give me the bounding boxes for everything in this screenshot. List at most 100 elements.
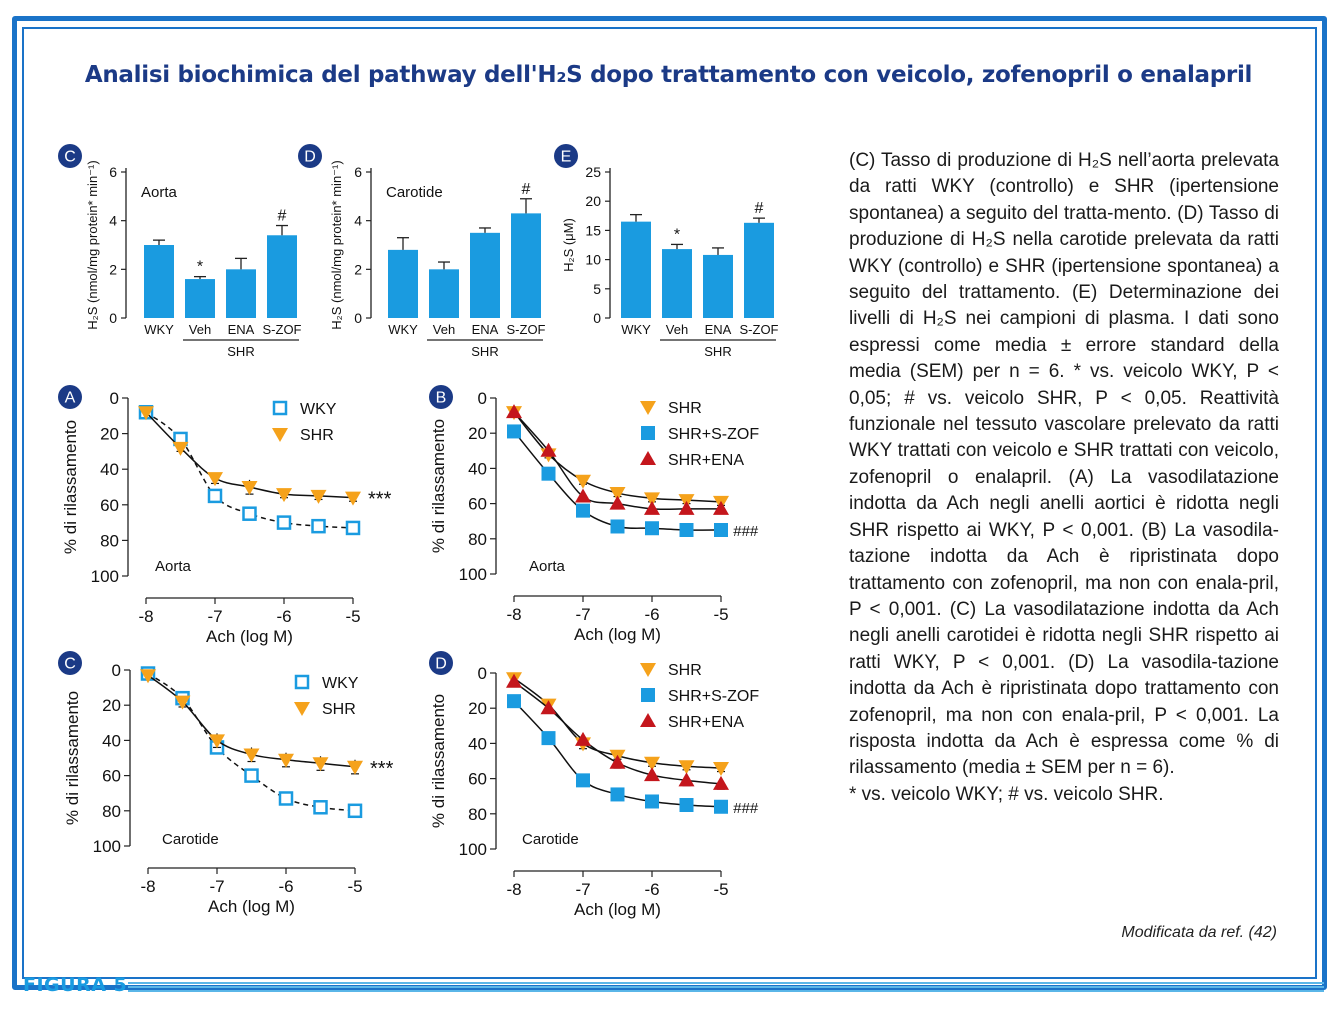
x-tick-label: -7 <box>575 605 590 624</box>
data-point <box>678 760 695 775</box>
bar-chart-C: 0 2 4 6 H₂S (nmol/mg protein* min⁻¹) Aorta WKY… <box>85 160 302 359</box>
legend-label: WKY <box>322 675 359 692</box>
data-point <box>242 506 257 521</box>
legend-label: SHR+S-ZOF <box>668 426 759 443</box>
data-point <box>576 503 590 518</box>
data-point <box>313 800 328 815</box>
x-tick-label: -7 <box>207 607 222 626</box>
x-tick-label: -8 <box>140 877 155 896</box>
legend-marker <box>640 451 656 465</box>
data-point <box>276 515 292 530</box>
y-axis-label: % di rilassamento <box>63 691 82 825</box>
bar <box>226 269 256 318</box>
data-point <box>610 519 625 534</box>
y-axis-label: H₂S (μM) <box>561 218 576 272</box>
figure-caption: (C) Tasso di produzione di H₂S nell’aort… <box>849 148 1279 808</box>
data-point <box>310 489 327 504</box>
category-label: S-ZOF <box>507 322 546 337</box>
panel-subtitle: Carotide <box>162 831 219 848</box>
category-label: WKY <box>144 322 174 337</box>
y-tick-label: 20 <box>468 699 487 718</box>
footer-rule <box>128 982 1324 996</box>
y-tick-label: 100 <box>459 565 487 584</box>
panel-subtitle: Carotide <box>522 831 579 848</box>
category-label: WKY <box>621 322 651 337</box>
legend-marker <box>294 702 310 716</box>
y-axis-label: % di rilassamento <box>61 420 80 554</box>
legend-marker <box>640 663 656 677</box>
data-point <box>244 768 259 783</box>
panel-letter-circle <box>58 385 82 409</box>
data-point <box>506 404 522 419</box>
y-tick-label: 0 <box>478 664 487 683</box>
data-point <box>541 731 556 746</box>
data-point <box>278 753 294 768</box>
legend-marker <box>641 426 655 440</box>
x-tick-label: -7 <box>209 877 224 896</box>
data-point <box>645 521 659 536</box>
significance-marker: # <box>755 200 764 217</box>
significance-marker: *** <box>370 758 394 780</box>
significance-marker: * <box>674 226 680 243</box>
panel-badge-A: A <box>58 385 82 409</box>
y-tick-label: 80 <box>102 802 121 821</box>
x-tick-label: -6 <box>276 607 291 626</box>
bar-chart-E: 0 5 10 15 20 25 H₂S (μM) WKY * Veh ENA # S-ZOF SHR <box>561 164 779 359</box>
legend-label: SHR <box>300 427 334 444</box>
bar <box>144 245 174 318</box>
significance-marker: ### <box>733 800 759 817</box>
category-label: ENA <box>472 322 499 337</box>
line-chart-A: 0 20 40 60 80 100 -8 -7 -6 -5 % di rilassamento Ach… <box>61 389 392 646</box>
data-point <box>174 695 191 710</box>
x-tick-label: -5 <box>713 605 728 624</box>
bar <box>429 269 459 318</box>
bar <box>388 249 418 318</box>
data-point <box>312 757 329 772</box>
data-point <box>678 772 695 787</box>
data-point <box>714 523 728 537</box>
category-label: Veh <box>433 322 455 337</box>
bar <box>703 254 733 318</box>
legend-marker <box>640 713 656 727</box>
y-tick-label: 80 <box>468 805 487 824</box>
y-tick-label: 0 <box>109 310 117 326</box>
panel-letter-circle <box>429 651 453 675</box>
caption-paragraph: (C) Tasso di produzione di H₂S nell’aort… <box>849 150 1279 779</box>
data-point <box>679 523 694 537</box>
data-point <box>679 798 694 812</box>
legend-marker <box>641 688 655 702</box>
panel-letter: D <box>304 149 316 166</box>
data-point <box>541 466 556 481</box>
y-tick-label: 80 <box>100 531 119 550</box>
panel-badge-E: E <box>554 144 578 168</box>
panel-letter: B <box>436 390 447 407</box>
y-tick-label: 4 <box>354 213 362 229</box>
y-axis-label: H₂S (nmol/mg protein* min⁻¹) <box>85 160 100 329</box>
y-tick-label: 40 <box>468 734 487 753</box>
y-tick-label: 0 <box>110 389 119 408</box>
x-axis-label: Ach (log M) <box>206 627 293 646</box>
figure-label: FIGURA 5 <box>23 974 128 996</box>
y-tick-label: 60 <box>102 767 121 786</box>
category-label: Veh <box>189 322 211 337</box>
data-point <box>645 794 659 809</box>
x-tick-label: -8 <box>506 880 521 899</box>
data-point <box>278 791 294 806</box>
data-point <box>345 520 361 536</box>
bar <box>470 232 500 318</box>
bar <box>662 249 692 318</box>
data-point <box>347 760 363 775</box>
category-label: Veh <box>666 322 688 337</box>
data-point <box>714 799 728 814</box>
data-point <box>575 488 591 503</box>
group-label: SHR <box>227 344 254 359</box>
line-chart-D: 0 20 40 60 80 100 -8 -7 -6 -5 % di rilassamento Ach… <box>429 662 759 919</box>
x-tick-label: -5 <box>345 607 360 626</box>
panel-letter-circle <box>58 651 82 675</box>
data-point <box>609 495 626 510</box>
bar <box>621 221 651 318</box>
legend-label: SHR <box>668 400 702 417</box>
panel-subtitle: Aorta <box>155 558 192 575</box>
panel-letter: A <box>65 390 76 407</box>
x-tick-label: -6 <box>644 880 659 899</box>
